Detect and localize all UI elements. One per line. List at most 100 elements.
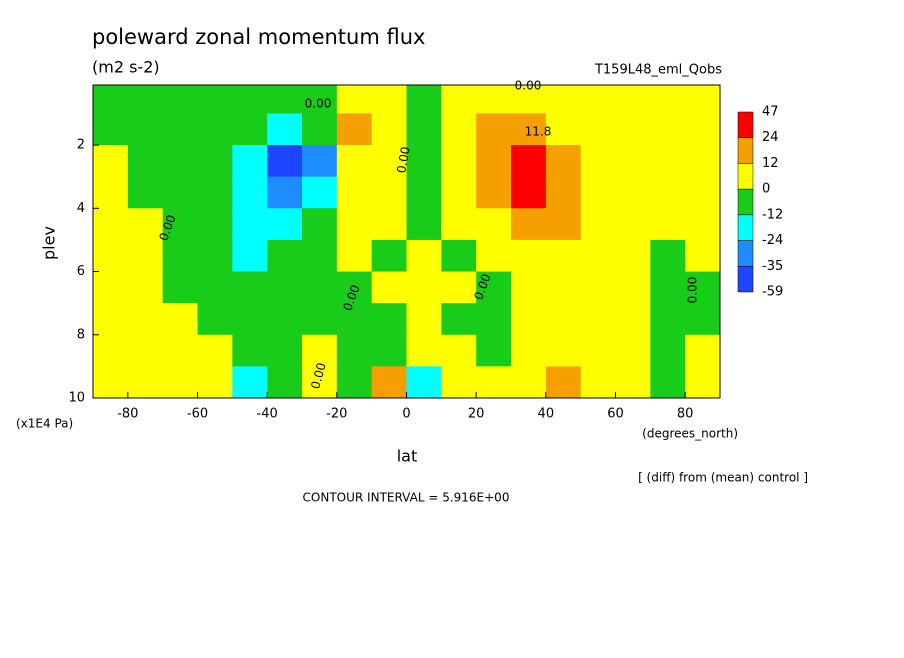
x-tick-label: -20 [326, 407, 347, 422]
contour-cell [93, 208, 129, 241]
contour-cell [615, 208, 651, 241]
contour-cell [302, 239, 338, 273]
contour-cell [580, 145, 616, 178]
contour-cell [232, 208, 268, 241]
contour-cell [650, 334, 686, 367]
contour-cell [93, 85, 129, 114]
contour-cell [127, 303, 164, 336]
x-tick-label: 0 [402, 407, 410, 422]
y-axis-title: plev [40, 226, 59, 260]
contour-cell [197, 303, 233, 336]
contour-cell [615, 113, 651, 146]
contour-cell [232, 366, 268, 398]
contour-cell [197, 334, 233, 367]
colorbar-swatch [737, 240, 754, 267]
contour-cell [615, 239, 651, 273]
contour-cell [476, 145, 512, 178]
contour-cell [93, 176, 129, 209]
colorbar-label: 24 [762, 130, 779, 145]
colorbar-label: -12 [762, 207, 783, 222]
contour-cell [336, 176, 373, 209]
contour-cell [615, 271, 651, 304]
contour-cell [336, 271, 373, 304]
contour-cell [406, 208, 442, 241]
colorbar-label: -24 [762, 233, 783, 248]
contour-cell [302, 85, 338, 114]
contour-cell [511, 208, 547, 241]
contour-cell [162, 334, 198, 367]
contour-cell [371, 85, 407, 114]
contour-cell [476, 176, 512, 209]
contour-cell [267, 85, 303, 114]
contour-cell [267, 334, 303, 367]
contour-cell [336, 113, 373, 146]
contour-cell [650, 208, 686, 241]
contour-cell [162, 366, 198, 398]
contour-cell [162, 239, 198, 273]
contour-cell [127, 145, 164, 178]
dataset-label: T159L48_eml_Qobs [594, 63, 722, 78]
contour-cell [232, 145, 268, 178]
contour-cell [127, 208, 164, 241]
contour-cell [302, 303, 338, 336]
contour-cell [441, 303, 477, 336]
colorbar-swatch [737, 163, 754, 190]
contour-cell [650, 366, 686, 398]
colorbar-swatch [737, 188, 754, 216]
contour-field [93, 85, 720, 398]
contour-cell [406, 239, 442, 273]
contour-cell [93, 303, 129, 336]
x-axis-title: lat [397, 447, 418, 466]
contour-cell [93, 239, 129, 273]
contour-cell [336, 239, 373, 273]
contour-cell [441, 113, 477, 146]
contour-cell [406, 176, 442, 209]
colorbar-label: -59 [762, 285, 783, 300]
contour-cell [232, 334, 268, 367]
x-tick-label: -60 [187, 407, 208, 422]
contour-cell [267, 303, 303, 336]
contour-label: 0.00 [515, 79, 542, 93]
contour-cell [545, 334, 582, 367]
contour-cell [615, 85, 651, 114]
contour-cell [615, 145, 651, 178]
y-tick-label: 10 [68, 391, 85, 406]
contour-cell [197, 239, 233, 273]
x-tick-label: 80 [677, 407, 694, 422]
contour-label: 0.00 [394, 146, 412, 175]
contour-cell [232, 271, 268, 304]
contour-cell [197, 271, 233, 304]
contour-cell [232, 176, 268, 209]
contour-cell [232, 303, 268, 336]
contour-cell [371, 334, 407, 367]
contour-cell [650, 176, 686, 209]
contour-cell [441, 239, 477, 273]
contour-cell [511, 303, 547, 336]
y-tick-label: 4 [77, 201, 85, 216]
y-tick-label: 6 [77, 264, 85, 279]
contour-cell [441, 85, 477, 114]
x-tick-label: -80 [117, 407, 138, 422]
contour-cell [545, 145, 582, 178]
contour-cell [127, 366, 164, 398]
contour-cell [476, 239, 512, 273]
contour-cell [93, 271, 129, 304]
contour-cell [476, 113, 512, 146]
contour-cell [406, 366, 442, 398]
contour-cell [545, 176, 582, 209]
contour-cell [545, 208, 582, 241]
contour-cell [441, 145, 477, 178]
contour-cell [267, 366, 303, 398]
contour-cell [441, 176, 477, 209]
colorbar-swatch [737, 111, 754, 138]
contour-cell [580, 208, 616, 241]
contour-cell [302, 113, 338, 146]
contour-cell [580, 271, 616, 304]
contour-cell [162, 145, 198, 178]
contour-cell [545, 271, 582, 304]
contour-cell [232, 85, 268, 114]
contour-cell [197, 366, 233, 398]
contour-cell [371, 271, 407, 304]
contour-cell [441, 366, 477, 398]
